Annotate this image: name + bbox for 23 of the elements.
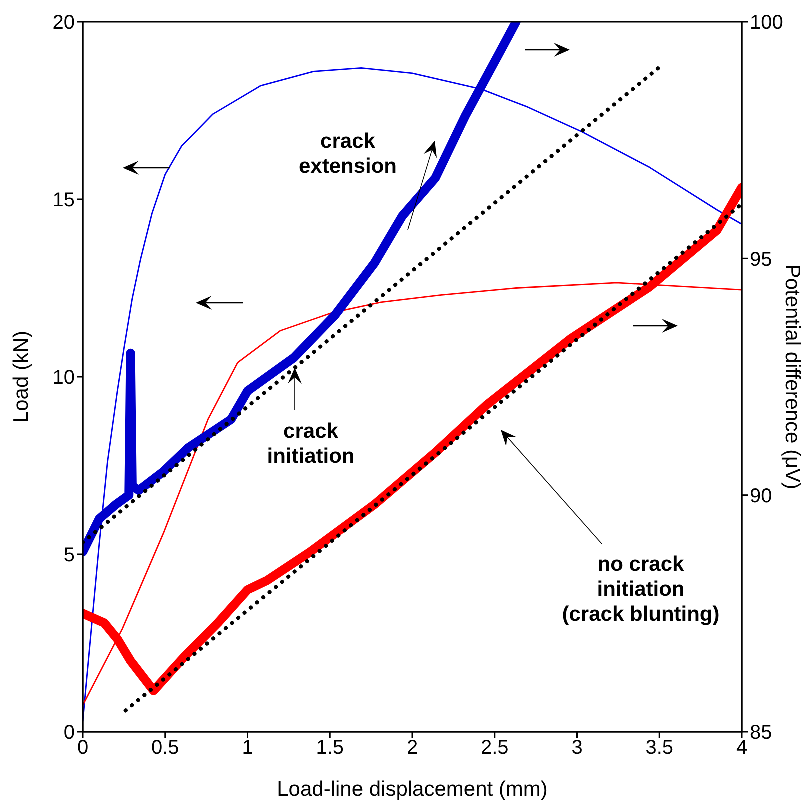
x-tick-label: 1.5 — [316, 737, 344, 760]
y-tick-label: 20 — [52, 12, 75, 34]
x-tick-label: 3.5 — [646, 737, 674, 760]
y-tick-label: 10 — [52, 367, 75, 390]
y-tick-label: 15 — [52, 190, 75, 212]
x-tick-label: 1 — [242, 737, 254, 760]
x-axis-title: Load-line displacement (mm) — [277, 778, 548, 801]
y2-tick-label: 100 — [750, 12, 784, 34]
x-tick-label: 4 — [736, 737, 748, 760]
x-tick-label: 0.5 — [151, 737, 180, 760]
y-tick-label: 0 — [64, 722, 75, 744]
x-tick-label: 2 — [406, 737, 418, 760]
x-tick-label: 3 — [572, 737, 583, 760]
y2-tick-label: 95 — [750, 248, 772, 271]
y2-tick-label: 85 — [750, 722, 772, 744]
y2-axis-title: Potential difference (μV) — [781, 264, 804, 490]
annotation: crack extension — [298, 130, 398, 178]
y-axis-title: Load (kN) — [10, 330, 33, 424]
y-tick-label: 5 — [64, 544, 75, 567]
annotation: crack initiation — [267, 420, 355, 468]
y2-tick-label: 90 — [750, 485, 772, 508]
annotation: no crack initiation (crack blunting) — [562, 553, 720, 626]
x-tick-label: 2.5 — [480, 737, 509, 760]
